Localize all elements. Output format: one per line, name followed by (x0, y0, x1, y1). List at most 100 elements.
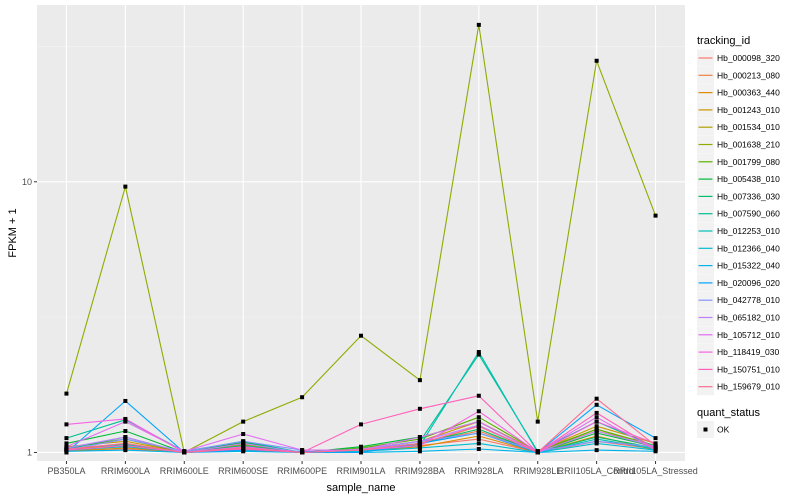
data-point-Hb_118419_030-9 (594, 419, 599, 424)
x-tick-label-7: RRIM928LA (454, 466, 503, 476)
data-point-Hb_150751_010-6 (417, 406, 422, 411)
data-point-Hb_001638_210-6 (417, 378, 422, 383)
data-point-Hb_012366_040-7 (476, 441, 481, 446)
x-axis-title: sample_name (326, 482, 395, 494)
x-axis: PB350LA RRIM600LA RRIM600LE RRIM600SE RRIM60… (47, 461, 698, 476)
x-tick-label-0: PB350LA (47, 466, 85, 476)
data-point-Hb_159679_010-1 (123, 441, 128, 446)
data-point-Hb_007336_030-7 (476, 427, 481, 432)
data-point-Hb_065182_010-1 (123, 435, 128, 440)
data-point-Hb_007336_030-9 (594, 435, 599, 440)
data-point-Hb_001799_080-6 (417, 437, 422, 442)
data-point-Hb_001638_210-1 (123, 184, 128, 189)
data-point-Hb_012366_040-6 (417, 445, 422, 450)
y-tick-label-1: 10 (22, 177, 32, 187)
data-point-Hb_150751_010-7 (476, 393, 481, 398)
data-point-Hb_159679_010-5 (359, 448, 363, 453)
data-point-Hb_105712_010-7 (476, 419, 481, 424)
data-point-Hb_105712_010-6 (417, 435, 422, 440)
data-point-Hb_118419_030-7 (476, 409, 481, 414)
data-point-Hb_042778_010-9 (594, 439, 599, 444)
data-point-Hb_012253_010-9 (594, 437, 599, 442)
data-point-Hb_159679_010-9 (594, 396, 599, 401)
legend-shape-symbol (703, 427, 708, 432)
legend-label-0: Hb_000098_320 (717, 53, 780, 63)
legend: tracking_id Hb_000098_320Hb_000213_080Hb… (697, 35, 780, 438)
data-point-Hb_012253_010-7 (476, 350, 481, 355)
legend-title: tracking_id (697, 35, 750, 47)
data-point-Hb_001638_210-9 (594, 58, 599, 63)
data-point-Hb_001638_210-5 (359, 333, 363, 338)
data-point-Hb_150751_010-1 (123, 443, 128, 448)
data-point-Hb_020096_020-9 (594, 402, 599, 407)
data-point-Hb_001638_210-4 (300, 395, 305, 400)
data-point-Hb_020096_020-1 (123, 398, 128, 403)
legend-shape-label: OK (717, 425, 730, 435)
data-point-Hb_001799_080-7 (476, 415, 481, 420)
data-point-Hb_015322_040-1 (123, 448, 128, 453)
data-point-Hb_105712_010-9 (594, 415, 599, 420)
legend-label-14: Hb_042778_010 (717, 295, 780, 305)
legend-label-3: Hb_001243_010 (717, 105, 780, 115)
data-point-Hb_159679_010-4 (300, 450, 305, 455)
data-point-Hb_001638_210-3 (241, 419, 246, 424)
data-point-Hb_042778_010-1 (123, 437, 128, 442)
data-point-Hb_020096_020-0 (64, 450, 69, 455)
data-point-Hb_005438_010-5 (359, 444, 363, 449)
legend-label-8: Hb_007336_030 (717, 191, 780, 201)
x-tick-label-10: RRII105LA_Stressed (613, 466, 698, 476)
data-point-Hb_159679_010-2 (182, 450, 187, 455)
data-point-Hb_015322_040-7 (476, 446, 481, 451)
legend-label-2: Hb_000363_440 (717, 88, 780, 98)
data-point-Hb_150751_010-5 (359, 422, 363, 427)
y-axis-title: FPKM + 1 (7, 208, 19, 257)
legend-label-4: Hb_001534_010 (717, 122, 780, 132)
legend-label-1: Hb_000213_080 (717, 70, 780, 80)
data-point-Hb_065182_010-6 (417, 439, 422, 444)
legend-label-12: Hb_015322_040 (717, 261, 780, 271)
data-point-Hb_159679_010-10 (653, 443, 658, 448)
y-axis: 1 10 (22, 177, 37, 457)
legend-label-11: Hb_012366_040 (717, 243, 780, 253)
data-point-Hb_001638_210-7 (476, 22, 481, 27)
data-point-Hb_001243_010-1 (123, 439, 128, 444)
data-point-Hb_105712_010-0 (64, 444, 69, 449)
data-point-Hb_005438_010-0 (64, 441, 69, 446)
data-point-Hb_001243_010-9 (594, 424, 599, 429)
data-point-Hb_042778_010-7 (476, 431, 481, 436)
data-point-Hb_105712_010-4 (300, 448, 305, 453)
x-tick-label-6: RRIM928BA (395, 466, 445, 476)
x-tick-label-9: RRII105LA_Control (558, 466, 636, 476)
x-tick-label-4: RRIM600PE (277, 466, 327, 476)
legend-label-5: Hb_001638_210 (717, 140, 780, 150)
data-point-Hb_007590_060-7 (476, 352, 481, 357)
x-tick-label-5: RRIM901LA (336, 466, 385, 476)
data-point-Hb_000363_440-7 (476, 434, 481, 439)
y-tick-label-0: 1 (27, 447, 32, 457)
data-point-Hb_065182_010-9 (594, 429, 599, 434)
data-point-Hb_150751_010-10 (653, 446, 658, 451)
data-point-Hb_000098_320-7 (476, 437, 481, 442)
legend-label-6: Hb_001799_080 (717, 157, 780, 167)
data-point-Hb_005438_010-1 (123, 429, 128, 434)
data-point-Hb_065182_010-3 (241, 441, 246, 446)
data-point-Hb_159679_010-3 (241, 445, 246, 450)
x-tick-label-2: RRIM600LE (160, 466, 209, 476)
legend-label-19: Hb_159679_010 (717, 382, 780, 392)
x-tick-label-3: RRIM600SE (218, 466, 268, 476)
legend-items: Hb_000098_320 Hb_000213_080 Hb_000363_440 H… (697, 49, 780, 396)
data-point-Hb_105712_010-1 (123, 419, 128, 424)
data-point-Hb_159679_010-6 (417, 441, 422, 446)
data-point-Hb_105712_010-3 (241, 432, 246, 437)
data-point-Hb_015322_040-6 (417, 449, 422, 454)
data-point-Hb_001638_210-10 (653, 213, 658, 218)
data-point-Hb_042778_010-3 (241, 439, 246, 444)
data-point-Hb_001638_210-0 (64, 391, 69, 396)
data-point-Hb_001638_210-8 (535, 419, 540, 424)
x-tick-label-8: RRIM928LE (513, 466, 562, 476)
legend-label-18: Hb_150751_010 (717, 364, 780, 374)
legend-label-9: Hb_007590_060 (717, 209, 780, 219)
data-point-Hb_159679_010-7 (476, 424, 481, 429)
legend-shape-title: quant_status (697, 407, 760, 419)
